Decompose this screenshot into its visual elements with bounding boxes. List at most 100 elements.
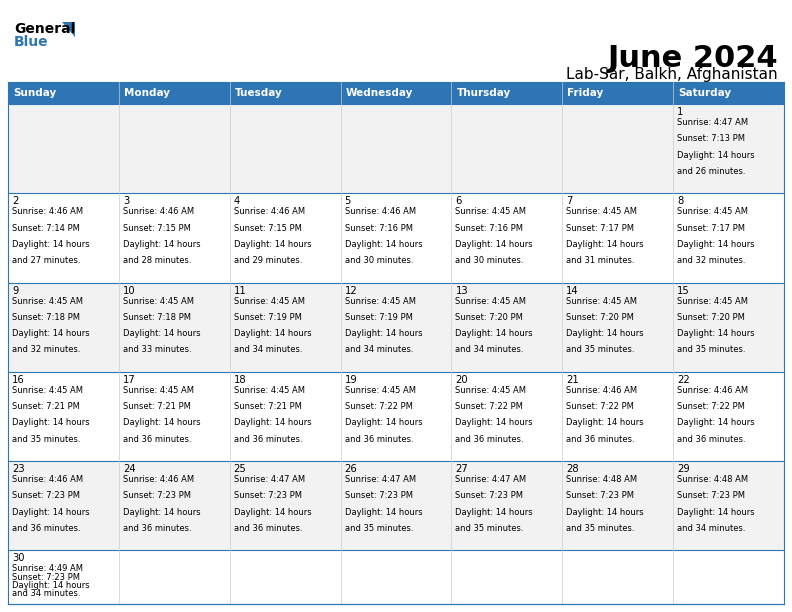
Text: and 30 minutes.: and 30 minutes. (345, 256, 413, 265)
Text: and 29 minutes.: and 29 minutes. (234, 256, 302, 265)
Text: Sunset: 7:20 PM: Sunset: 7:20 PM (566, 313, 634, 322)
Text: Sunset: 7:22 PM: Sunset: 7:22 PM (345, 402, 413, 411)
Bar (119, 372, 230, 461)
Text: 12: 12 (345, 286, 357, 296)
Bar (8, 82, 784, 104)
Text: Sunset: 7:16 PM: Sunset: 7:16 PM (455, 223, 524, 233)
Text: and 32 minutes.: and 32 minutes. (12, 345, 81, 354)
Text: and 34 minutes.: and 34 minutes. (12, 589, 81, 599)
Text: Sunset: 7:23 PM: Sunset: 7:23 PM (677, 491, 745, 501)
Text: Sunset: 7:23 PM: Sunset: 7:23 PM (566, 491, 634, 501)
Bar (341, 104, 451, 193)
Text: Daylight: 14 hours: Daylight: 14 hours (123, 419, 200, 427)
Text: Sunset: 7:22 PM: Sunset: 7:22 PM (455, 402, 524, 411)
Text: Sunrise: 4:45 AM: Sunrise: 4:45 AM (123, 386, 194, 395)
Text: Daylight: 14 hours: Daylight: 14 hours (677, 240, 755, 249)
Text: 10: 10 (123, 286, 135, 296)
Text: 3: 3 (123, 196, 129, 206)
Text: Sunset: 7:14 PM: Sunset: 7:14 PM (12, 223, 80, 233)
Text: Sunrise: 4:45 AM: Sunrise: 4:45 AM (455, 386, 527, 395)
Bar (230, 461, 341, 550)
Text: Sunrise: 4:46 AM: Sunrise: 4:46 AM (345, 207, 416, 216)
Text: Sunrise: 4:45 AM: Sunrise: 4:45 AM (12, 297, 83, 305)
Text: Sunrise: 4:45 AM: Sunrise: 4:45 AM (566, 297, 638, 305)
Text: 8: 8 (677, 196, 683, 206)
Text: Daylight: 14 hours: Daylight: 14 hours (455, 419, 533, 427)
Bar (562, 550, 673, 604)
Text: Sunset: 7:15 PM: Sunset: 7:15 PM (234, 223, 302, 233)
Bar (673, 372, 784, 461)
Text: Sunrise: 4:46 AM: Sunrise: 4:46 AM (677, 386, 748, 395)
Text: Sunrise: 4:46 AM: Sunrise: 4:46 AM (123, 475, 194, 484)
Text: Sunset: 7:21 PM: Sunset: 7:21 PM (123, 402, 191, 411)
Bar (230, 550, 341, 604)
Text: 13: 13 (455, 286, 468, 296)
Text: Sunset: 7:16 PM: Sunset: 7:16 PM (345, 223, 413, 233)
Text: Sunset: 7:18 PM: Sunset: 7:18 PM (12, 313, 80, 322)
Text: Sunset: 7:22 PM: Sunset: 7:22 PM (566, 402, 634, 411)
Text: 17: 17 (123, 375, 135, 385)
Text: Daylight: 14 hours: Daylight: 14 hours (234, 419, 311, 427)
Text: 15: 15 (677, 286, 690, 296)
Text: Sunset: 7:21 PM: Sunset: 7:21 PM (234, 402, 302, 411)
Text: Sunset: 7:22 PM: Sunset: 7:22 PM (677, 402, 745, 411)
Text: Sunrise: 4:47 AM: Sunrise: 4:47 AM (455, 475, 527, 484)
Bar (562, 104, 673, 193)
Bar (119, 283, 230, 372)
Text: Sunset: 7:15 PM: Sunset: 7:15 PM (123, 223, 191, 233)
Text: 6: 6 (455, 196, 462, 206)
Text: Wednesday: Wednesday (345, 88, 413, 98)
Text: Daylight: 14 hours: Daylight: 14 hours (455, 508, 533, 517)
Text: and 35 minutes.: and 35 minutes. (455, 524, 524, 533)
Text: Daylight: 14 hours: Daylight: 14 hours (345, 419, 422, 427)
Bar (341, 461, 451, 550)
Text: Sunset: 7:20 PM: Sunset: 7:20 PM (455, 313, 524, 322)
Text: Sunset: 7:23 PM: Sunset: 7:23 PM (455, 491, 524, 501)
Text: Sunrise: 4:45 AM: Sunrise: 4:45 AM (345, 297, 416, 305)
Text: 14: 14 (566, 286, 579, 296)
Text: Sunset: 7:23 PM: Sunset: 7:23 PM (12, 573, 80, 582)
Text: Daylight: 14 hours: Daylight: 14 hours (234, 508, 311, 517)
Text: General: General (14, 22, 75, 36)
Text: 1: 1 (677, 107, 683, 117)
Text: Sunrise: 4:48 AM: Sunrise: 4:48 AM (677, 475, 748, 484)
Text: Daylight: 14 hours: Daylight: 14 hours (566, 508, 644, 517)
Text: and 34 minutes.: and 34 minutes. (345, 345, 413, 354)
Text: 30: 30 (12, 553, 25, 564)
Text: Sunrise: 4:46 AM: Sunrise: 4:46 AM (234, 207, 305, 216)
Text: Daylight: 14 hours: Daylight: 14 hours (123, 329, 200, 338)
Text: 5: 5 (345, 196, 351, 206)
Text: 9: 9 (12, 286, 18, 296)
Text: Daylight: 14 hours: Daylight: 14 hours (677, 329, 755, 338)
Text: Sunrise: 4:47 AM: Sunrise: 4:47 AM (677, 118, 748, 127)
Bar (451, 104, 562, 193)
Text: Sunset: 7:18 PM: Sunset: 7:18 PM (123, 313, 191, 322)
Bar (119, 550, 230, 604)
Bar (341, 193, 451, 283)
Text: Sunrise: 4:45 AM: Sunrise: 4:45 AM (455, 207, 527, 216)
Text: Sunrise: 4:45 AM: Sunrise: 4:45 AM (12, 386, 83, 395)
Bar (451, 550, 562, 604)
Text: and 36 minutes.: and 36 minutes. (566, 435, 635, 444)
Text: and 26 minutes.: and 26 minutes. (677, 167, 745, 176)
Text: 2: 2 (12, 196, 18, 206)
Text: 24: 24 (123, 464, 135, 474)
Bar (673, 550, 784, 604)
Text: Daylight: 14 hours: Daylight: 14 hours (566, 240, 644, 249)
Bar (230, 372, 341, 461)
Text: Daylight: 14 hours: Daylight: 14 hours (234, 240, 311, 249)
Text: and 36 minutes.: and 36 minutes. (345, 435, 413, 444)
Text: 20: 20 (455, 375, 468, 385)
Text: and 36 minutes.: and 36 minutes. (123, 524, 192, 533)
Bar (8, 193, 119, 283)
Text: Daylight: 14 hours: Daylight: 14 hours (455, 329, 533, 338)
Bar (119, 461, 230, 550)
Text: Saturday: Saturday (678, 88, 731, 98)
Text: Daylight: 14 hours: Daylight: 14 hours (123, 240, 200, 249)
Bar (119, 193, 230, 283)
Text: Daylight: 14 hours: Daylight: 14 hours (455, 240, 533, 249)
Text: and 36 minutes.: and 36 minutes. (455, 435, 524, 444)
Bar (8, 104, 119, 193)
Text: Daylight: 14 hours: Daylight: 14 hours (123, 508, 200, 517)
Bar (8, 461, 119, 550)
